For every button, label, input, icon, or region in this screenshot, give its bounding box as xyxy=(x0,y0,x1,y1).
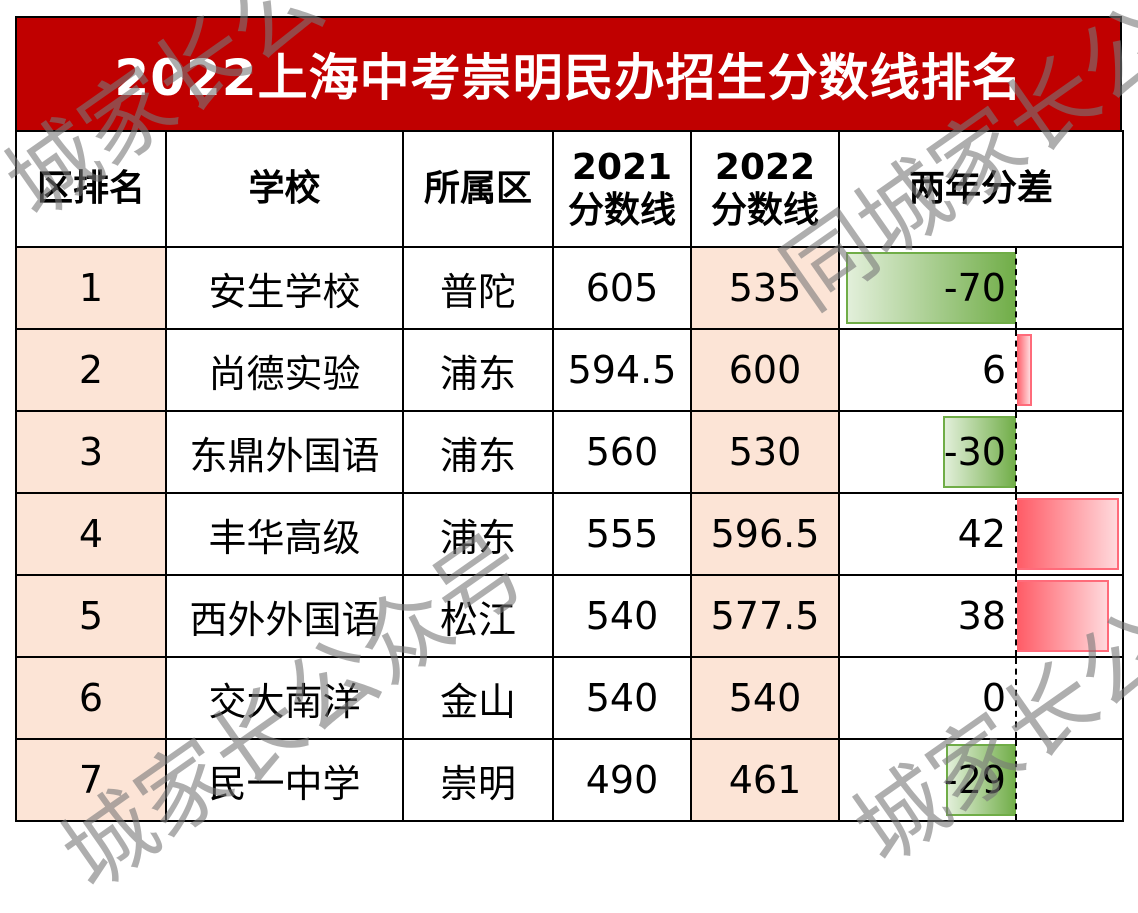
district-cell: 浦东 xyxy=(402,410,554,494)
header-district: 所属区 xyxy=(402,130,554,248)
table-row: 1 安生学校 普陀 605 535 -70 xyxy=(15,246,1124,330)
negative-data-bar xyxy=(945,744,1016,816)
diff-value: 0 xyxy=(981,676,1006,720)
positive-data-bar xyxy=(1017,334,1032,406)
data-bar-axis xyxy=(1015,740,1017,820)
diff-value: -70 xyxy=(943,266,1006,310)
title-band: 2022上海中考崇明民办招生分数线排名 xyxy=(15,16,1122,130)
data-bar-axis xyxy=(1015,576,1017,656)
header-score-2021-label: 分数线 xyxy=(567,190,676,231)
header-score-2022: 2022 分数线 xyxy=(690,130,840,248)
diff-cell: 0 xyxy=(838,656,1124,740)
score-2021-cell: 594.5 xyxy=(552,328,692,412)
header-school: 学校 xyxy=(165,130,404,248)
district-cell: 松江 xyxy=(402,574,554,658)
school-cell: 丰华高级 xyxy=(165,492,404,576)
header-row: 区排名 学校 所属区 2021 分数线 2022 分数线 两年分差 xyxy=(15,130,1124,248)
school-cell: 交大南洋 xyxy=(165,656,404,740)
positive-data-bar xyxy=(1017,498,1119,570)
table-row: 5 西外外国语 松江 540 577.5 38 xyxy=(15,574,1124,658)
score-2022-cell: 530 xyxy=(690,410,840,494)
score-2022-cell: 461 xyxy=(690,738,840,822)
score-2021-cell: 490 xyxy=(552,738,692,822)
score-2021-cell: 560 xyxy=(552,410,692,494)
data-bar-axis xyxy=(1015,494,1017,574)
diff-cell: -70 xyxy=(838,246,1124,330)
school-cell: 尚德实验 xyxy=(165,328,404,412)
header-score-2021-year: 2021 xyxy=(571,146,673,188)
district-cell: 金山 xyxy=(402,656,554,740)
score-2022-cell: 600 xyxy=(690,328,840,412)
diff-value: -29 xyxy=(943,758,1006,802)
score-table: 区排名 学校 所属区 2021 分数线 2022 分数线 两年分差 1 安生学校普… xyxy=(15,130,1124,822)
school-cell: 安生学校 xyxy=(165,246,404,330)
header-diff: 两年分差 xyxy=(838,130,1124,248)
rank-cell: 3 xyxy=(15,410,167,494)
header-score-2022-year: 2022 xyxy=(714,146,816,188)
score-2021-cell: 555 xyxy=(552,492,692,576)
district-cell: 浦东 xyxy=(402,328,554,412)
rank-cell: 1 xyxy=(15,246,167,330)
table-row: 2 尚德实验 浦东 594.5 600 6 xyxy=(15,328,1124,412)
rank-cell: 4 xyxy=(15,492,167,576)
table-row: 4 丰华高级 浦东 555 596.5 42 xyxy=(15,492,1124,576)
score-2022-cell: 535 xyxy=(690,246,840,330)
data-bar-axis xyxy=(1015,412,1017,492)
diff-cell: -30 xyxy=(838,410,1124,494)
score-2021-cell: 540 xyxy=(552,656,692,740)
data-bar-axis xyxy=(1015,658,1017,738)
header-score-2022-label: 分数线 xyxy=(710,190,819,231)
rank-cell: 5 xyxy=(15,574,167,658)
negative-data-bar xyxy=(943,416,1016,488)
diff-cell: -29 xyxy=(838,738,1124,822)
diff-value: 38 xyxy=(957,594,1006,638)
data-bar-axis xyxy=(1015,330,1017,410)
table-row: 3 东鼎外国语 浦东 560 530 -30 xyxy=(15,410,1124,494)
district-cell: 崇明 xyxy=(402,738,554,822)
score-2022-cell: 596.5 xyxy=(690,492,840,576)
negative-data-bar xyxy=(846,252,1016,324)
diff-value: -30 xyxy=(943,430,1006,474)
data-bar-axis xyxy=(1015,248,1017,328)
diff-value: 6 xyxy=(981,348,1006,392)
header-rank: 区排名 xyxy=(15,130,167,248)
district-cell: 浦东 xyxy=(402,492,554,576)
diff-value: 42 xyxy=(957,512,1006,556)
school-cell: 民一中学 xyxy=(165,738,404,822)
table-row: 7 民一中学 崇明 490 461 -29 xyxy=(15,738,1124,822)
header-score-2021: 2021 分数线 xyxy=(552,130,692,248)
school-cell: 西外外国语 xyxy=(165,574,404,658)
score-2021-cell: 605 xyxy=(552,246,692,330)
score-2022-cell: 577.5 xyxy=(690,574,840,658)
rank-cell: 2 xyxy=(15,328,167,412)
district-cell: 普陀 xyxy=(402,246,554,330)
score-2022-cell: 540 xyxy=(690,656,840,740)
rank-cell: 7 xyxy=(15,738,167,822)
positive-data-bar xyxy=(1017,580,1110,652)
table-row: 6 交大南洋 金山 540 540 0 xyxy=(15,656,1124,740)
page-title: 2022上海中考崇明民办招生分数线排名 xyxy=(114,49,1023,107)
school-cell: 东鼎外国语 xyxy=(165,410,404,494)
rank-cell: 6 xyxy=(15,656,167,740)
diff-cell: 42 xyxy=(838,492,1124,576)
diff-cell: 38 xyxy=(838,574,1124,658)
diff-cell: 6 xyxy=(838,328,1124,412)
score-2021-cell: 540 xyxy=(552,574,692,658)
score-ranking-sheet: 2022上海中考崇明民办招生分数线排名 区排名 学校 所属区 2021 分数线 … xyxy=(15,16,1124,822)
